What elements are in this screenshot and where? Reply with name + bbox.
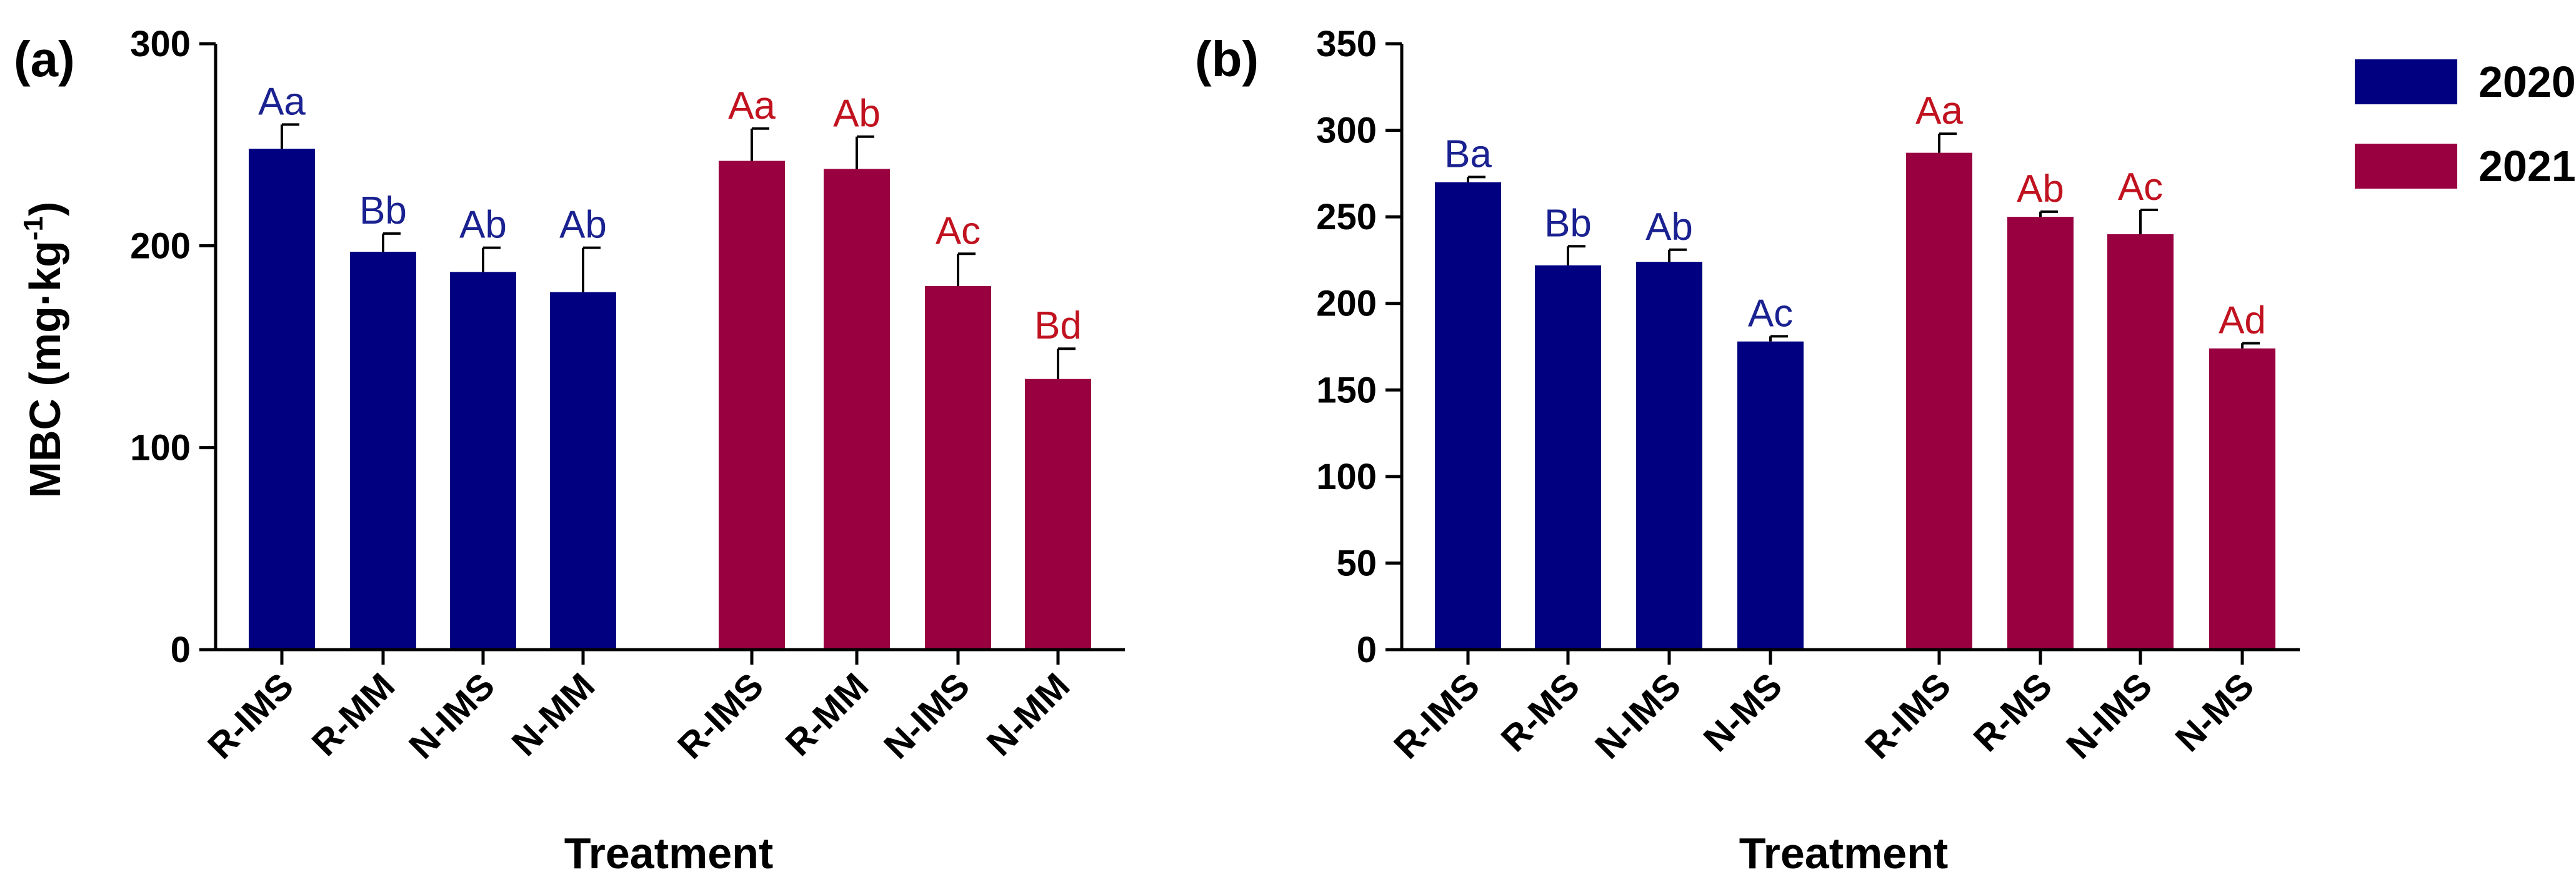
significance-label: Ba <box>1444 132 1492 176</box>
bar <box>2107 234 2174 650</box>
bar <box>1535 265 1601 650</box>
significance-label: Aa <box>258 80 306 123</box>
significance-label: Bb <box>359 189 407 232</box>
x-axis-title: Treatment <box>1739 829 1949 878</box>
significance-label: Aa <box>1915 89 1963 132</box>
legend-label: 2020 <box>2479 57 2576 106</box>
y-tick-label: 350 <box>1316 24 1377 64</box>
x-tick-label: N-IMS <box>401 665 502 766</box>
y-axis-title: MBC (mg·kg-1) <box>18 202 69 498</box>
y-tick-label: 100 <box>130 428 191 468</box>
x-tick-label: N-IMS <box>2059 665 2160 766</box>
y-tick-label: 100 <box>1316 457 1377 497</box>
chart-panel-a: (a) Aa R-IMS Bb R-MM Ab N-IMS Ab N-MM Aa R-IMS Ab R-… <box>14 24 1125 878</box>
bar <box>1737 341 1804 650</box>
significance-label: Aa <box>728 84 776 127</box>
significance-label: Ad <box>2219 299 2266 342</box>
y-tick-label: 50 <box>1336 543 1377 583</box>
significance-label: Ab <box>459 204 507 247</box>
y-tick-label: 0 <box>1357 630 1377 670</box>
y-tick-label: 300 <box>130 24 191 64</box>
significance-label: Ac <box>2118 166 2163 209</box>
bar <box>1025 379 1091 650</box>
significance-label: Ac <box>936 209 981 252</box>
y-tick-label: 200 <box>130 225 191 266</box>
bar <box>249 149 315 650</box>
bar <box>1435 182 1501 650</box>
panel-label: (a) <box>14 31 75 87</box>
x-tick-label: N-MM <box>979 665 1078 764</box>
bar <box>1636 262 1702 650</box>
significance-label: Ab <box>1645 206 1693 249</box>
y-tick-label: 0 <box>171 630 191 670</box>
x-tick-label: R-MM <box>778 665 877 764</box>
bar <box>1906 152 1972 650</box>
significance-label: Ab <box>559 204 607 247</box>
significance-label: Bd <box>1034 304 1082 347</box>
y-tick-label: 250 <box>1316 197 1377 237</box>
x-tick-label: R-IMS <box>200 665 301 766</box>
x-tick-label: R-IMS <box>1857 665 1959 766</box>
x-tick-label: N-MS <box>1695 665 1790 760</box>
legend-label: 2021 <box>2479 142 2576 191</box>
bar <box>824 169 890 650</box>
legend-swatch-2020 <box>2355 59 2457 104</box>
chart-panel-b: (b) Ba R-IMS Bb R-MS Ab N-IMS Ac N-MS Aa R-IMS Ab R-… <box>1195 24 2300 878</box>
x-tick-label: N-MM <box>504 665 603 764</box>
legend: 2020 2021 <box>2355 57 2576 191</box>
significance-label: Bb <box>1544 202 1592 245</box>
bar <box>550 292 616 650</box>
y-tick-label: 200 <box>1316 284 1377 324</box>
legend-swatch-2021 <box>2355 144 2457 189</box>
y-tick-label: 300 <box>1316 111 1377 151</box>
x-tick-label: R-IMS <box>1386 665 1487 766</box>
bar <box>2007 217 2074 650</box>
x-tick-label: R-MS <box>1965 665 2060 760</box>
x-axis-title: Treatment <box>564 829 774 878</box>
significance-label: Ac <box>1748 292 1793 335</box>
x-tick-label: N-MS <box>2167 665 2262 760</box>
x-tick-label: R-IMS <box>670 665 771 766</box>
y-tick-label: 150 <box>1316 370 1377 410</box>
bar <box>350 252 416 650</box>
x-tick-label: R-MS <box>1493 665 1587 760</box>
bar <box>925 286 991 650</box>
bar <box>2209 348 2275 650</box>
significance-label: Ab <box>833 92 881 136</box>
x-tick-label: N-IMS <box>876 665 977 766</box>
bar <box>450 272 516 650</box>
significance-label: Ab <box>2017 167 2064 211</box>
x-tick-label: R-MM <box>304 665 403 764</box>
panel-label: (b) <box>1195 31 1259 87</box>
x-tick-label: N-IMS <box>1587 665 1689 766</box>
bar <box>719 161 785 650</box>
